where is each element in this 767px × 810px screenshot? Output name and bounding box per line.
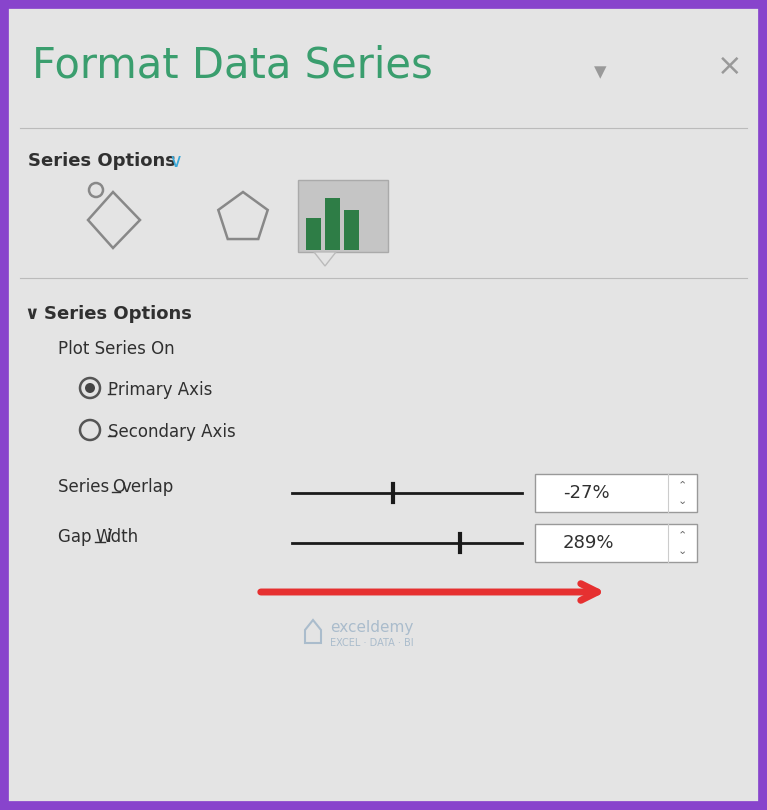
Text: Gap: Gap — [58, 528, 97, 546]
Text: idth: idth — [106, 528, 138, 546]
Text: ⌃: ⌃ — [677, 480, 686, 490]
Text: Plot Series On: Plot Series On — [58, 340, 175, 358]
Text: verlap: verlap — [121, 478, 173, 496]
Text: -27%: -27% — [563, 484, 610, 502]
Text: Series Options: Series Options — [44, 305, 192, 323]
Text: exceldemy: exceldemy — [330, 620, 413, 635]
Text: ×: × — [717, 52, 742, 81]
Text: EXCEL · DATA · BI: EXCEL · DATA · BI — [330, 638, 413, 648]
Text: ⌄: ⌄ — [677, 546, 686, 556]
FancyArrowPatch shape — [261, 584, 597, 600]
Text: ▾: ▾ — [594, 60, 606, 84]
Text: Format Data Series: Format Data Series — [32, 45, 433, 87]
Text: W: W — [95, 528, 111, 546]
Text: ⌃: ⌃ — [677, 530, 686, 540]
Text: ⌄: ⌄ — [677, 496, 686, 506]
Text: Series: Series — [58, 478, 114, 496]
Circle shape — [85, 383, 95, 393]
FancyBboxPatch shape — [535, 474, 697, 512]
Text: Secondary Axis: Secondary Axis — [108, 423, 235, 441]
Bar — [306, 218, 321, 250]
Text: ∨: ∨ — [168, 152, 183, 171]
Text: ∨: ∨ — [24, 305, 38, 323]
Bar — [344, 210, 359, 250]
FancyBboxPatch shape — [535, 524, 697, 562]
Text: 289%: 289% — [563, 534, 614, 552]
Text: Series Options: Series Options — [28, 152, 176, 170]
Text: O: O — [112, 478, 125, 496]
FancyBboxPatch shape — [298, 180, 388, 252]
Polygon shape — [314, 252, 336, 266]
Text: Primary Axis: Primary Axis — [108, 381, 212, 399]
Bar — [325, 198, 340, 250]
